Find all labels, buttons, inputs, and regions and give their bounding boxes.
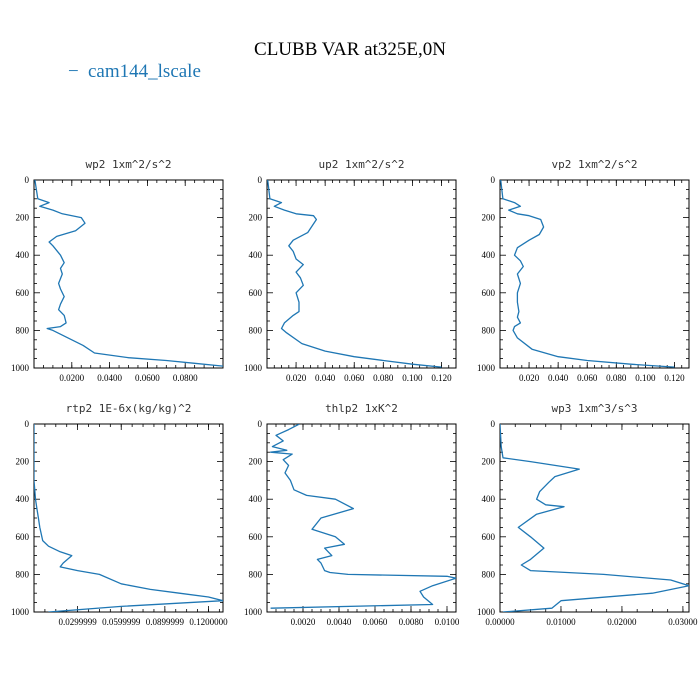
y-tick-label: 600 <box>16 288 30 298</box>
y-tick-label: 600 <box>249 288 263 298</box>
x-tick-label: 0.120 <box>664 373 685 383</box>
y-tick-label: 800 <box>249 569 263 579</box>
x-tick-label: 0.00000 <box>485 617 515 627</box>
panel-4: thlp2 1xK^2 0 200 400 600 800 1000 0.0020 0.0040… <box>244 402 460 627</box>
legend: − cam144_lscale <box>68 61 201 82</box>
plot-frame <box>33 423 224 613</box>
y-tick-label: 600 <box>249 532 263 542</box>
panel-title: vp2 1xm^2/s^2 <box>551 158 637 171</box>
y-tick-label: 1000 <box>11 363 30 373</box>
series-line <box>269 424 456 609</box>
y-tick-label: 800 <box>16 569 30 579</box>
x-tick-label: 0.0400 <box>97 373 122 383</box>
x-tick-label: 0.0020 <box>291 617 316 627</box>
x-tick-label: 0.100 <box>402 373 423 383</box>
x-tick-label: 0.0599999 <box>102 617 141 627</box>
y-tick-label: 0 <box>258 175 263 185</box>
x-tick-label: 0.0040 <box>327 617 352 627</box>
x-tick-label: 0.080 <box>373 373 394 383</box>
panel-1: up2 1xm^2/s^2 0 200 400 600 800 1000 0.020 0.040… <box>244 158 457 383</box>
y-tick-label: 0 <box>25 175 30 185</box>
y-tick-label: 200 <box>482 213 496 223</box>
x-tick-label: 0.0080 <box>399 617 424 627</box>
x-tick-label: 0.03000 <box>668 617 698 627</box>
panel-title: thlp2 1xK^2 <box>325 402 398 415</box>
y-tick-label: 400 <box>249 250 263 260</box>
y-tick-label: 800 <box>16 325 30 335</box>
y-tick-label: 1000 <box>11 607 30 617</box>
y-tick-label: 200 <box>482 457 496 467</box>
x-tick-label: 0.0060 <box>363 617 388 627</box>
panel-3: rtp2 1E-6x(kg/kg)^2 0 200 400 600 800 1000 0.02… <box>11 402 228 627</box>
y-tick-label: 200 <box>249 213 263 223</box>
y-tick-label: 200 <box>16 213 30 223</box>
plot-frame <box>266 179 457 369</box>
x-tick-label: 0.020 <box>286 373 307 383</box>
panel-title: rtp2 1E-6x(kg/kg)^2 <box>66 402 192 415</box>
plot-frame <box>499 423 690 613</box>
series-line <box>34 180 223 367</box>
series-line <box>500 180 675 368</box>
y-tick-label: 200 <box>16 457 30 467</box>
x-tick-label: 0.020 <box>519 373 540 383</box>
y-tick-label: 0 <box>25 419 30 429</box>
panel-title: up2 1xm^2/s^2 <box>318 158 404 171</box>
x-tick-label: 0.0600 <box>135 373 160 383</box>
x-tick-label: 0.02000 <box>607 617 637 627</box>
x-tick-label: 0.060 <box>344 373 365 383</box>
x-tick-label: 0.0299999 <box>58 617 97 627</box>
series-line <box>34 424 223 612</box>
panel-title: wp3 1xm^3/s^3 <box>551 402 637 415</box>
y-tick-label: 400 <box>16 494 30 504</box>
y-tick-label: 0 <box>491 419 496 429</box>
y-tick-label: 400 <box>482 250 496 260</box>
y-tick-label: 1000 <box>477 363 496 373</box>
y-tick-label: 400 <box>482 494 496 504</box>
plot-frame <box>499 179 690 369</box>
y-tick-label: 600 <box>482 532 496 542</box>
legend-marker-icon: − <box>68 61 79 82</box>
y-tick-label: 0 <box>258 419 263 429</box>
y-tick-label: 1000 <box>244 607 263 617</box>
series-line <box>500 424 689 612</box>
x-tick-label: 0.080 <box>606 373 627 383</box>
x-tick-label: 0.1200000 <box>189 617 228 627</box>
x-tick-label: 0.060 <box>577 373 598 383</box>
y-tick-label: 1000 <box>477 607 496 617</box>
y-tick-label: 400 <box>249 494 263 504</box>
x-tick-label: 0.120 <box>431 373 452 383</box>
y-tick-label: 800 <box>482 569 496 579</box>
y-tick-label: 800 <box>249 325 263 335</box>
y-tick-label: 200 <box>249 457 263 467</box>
series-line <box>267 180 442 368</box>
plot-frame <box>266 423 457 613</box>
legend-label: cam144_lscale <box>88 61 201 82</box>
y-tick-label: 400 <box>16 250 30 260</box>
x-tick-label: 0.0800 <box>173 373 198 383</box>
y-tick-label: 800 <box>482 325 496 335</box>
x-tick-label: 0.0100 <box>435 617 460 627</box>
y-tick-label: 600 <box>482 288 496 298</box>
x-tick-label: 0.040 <box>548 373 569 383</box>
panel-title: wp2 1xm^2/s^2 <box>85 158 171 171</box>
x-tick-label: 0.040 <box>315 373 336 383</box>
x-tick-label: 0.01000 <box>546 617 576 627</box>
y-tick-label: 0 <box>491 175 496 185</box>
y-tick-label: 600 <box>16 532 30 542</box>
x-tick-label: 0.0200 <box>59 373 84 383</box>
panel-2: vp2 1xm^2/s^2 0 200 400 600 800 1000 0.020 0.040… <box>477 158 690 383</box>
x-tick-label: 0.0899999 <box>146 617 185 627</box>
y-tick-label: 1000 <box>244 363 263 373</box>
panel-0: wp2 1xm^2/s^2 0 200 400 600 800 1000 0.0200 0.04… <box>11 158 224 383</box>
figure-title: CLUBB VAR at325E,0N <box>254 39 446 60</box>
x-tick-label: 0.100 <box>635 373 656 383</box>
